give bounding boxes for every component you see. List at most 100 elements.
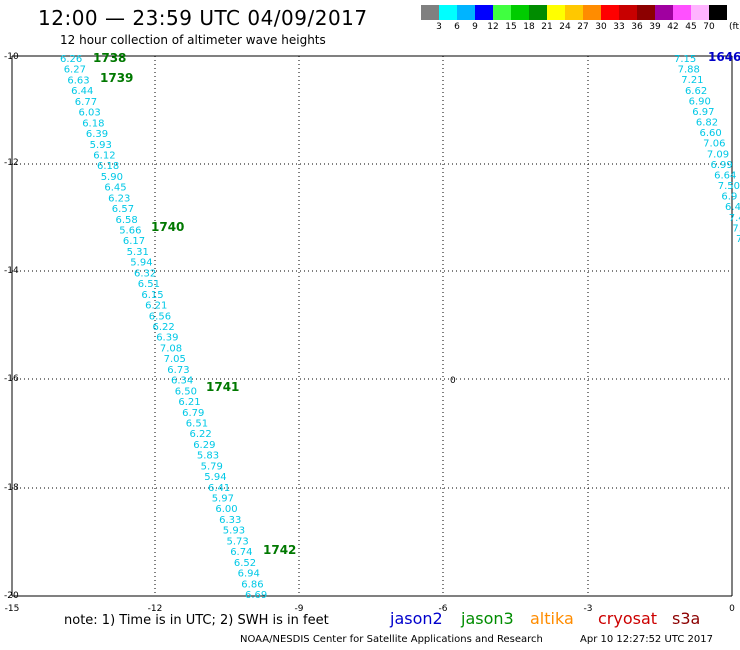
color-scale-tick: 18 <box>523 22 535 32</box>
color-swatch <box>457 5 475 20</box>
color-scale-tick: 9 <box>472 22 478 32</box>
wave-height-value: 6.18 <box>82 118 104 129</box>
pass-time-label: 1742 <box>263 543 296 557</box>
wave-height-value: 6.77 <box>75 97 97 108</box>
wave-height-value: 6.15 <box>141 290 163 301</box>
grid-lines <box>11 55 733 597</box>
island-mark: 0 <box>450 376 456 386</box>
wave-height-value: 6.97 <box>692 107 714 118</box>
wave-height-value: 6.4 <box>725 202 740 213</box>
wave-height-value: 6.23 <box>108 193 130 204</box>
y-tick-label: -16 <box>4 374 19 384</box>
color-scale-tick: 12 <box>487 22 499 32</box>
satellite-legend-jason2: jason2 <box>390 609 443 628</box>
y-tick-label: -20 <box>4 591 19 601</box>
color-swatch <box>637 5 655 20</box>
color-scale-tick: 15 <box>505 22 517 32</box>
color-scale-tick: 27 <box>577 22 589 32</box>
wave-height-value: 6.58 <box>116 215 138 226</box>
wave-height-value: 6.79 <box>182 408 204 419</box>
wave-height-value: 7.06 <box>703 139 725 150</box>
wave-height-value: 6.63 <box>67 75 89 86</box>
color-swatch <box>475 5 493 20</box>
wave-height-value: 6.18 <box>97 161 119 172</box>
wave-height-value: 6.21 <box>145 301 167 312</box>
y-tick-label: -18 <box>4 483 19 493</box>
wave-height-value: 5.31 <box>127 247 149 258</box>
x-tick-label: -15 <box>4 604 20 614</box>
color-scale-tick: 42 <box>667 22 679 32</box>
wave-height-value: 6.41 <box>208 483 230 494</box>
pass-time-label: 1739 <box>100 71 133 85</box>
x-tick-label: 0 <box>729 604 735 614</box>
wave-height-value: 6.27 <box>64 65 86 76</box>
color-swatch <box>691 5 709 20</box>
wave-height-value: 6.22 <box>153 322 175 333</box>
satellite-legend-altika: altika <box>530 609 574 628</box>
wave-height-value: 6.74 <box>230 547 252 558</box>
altimeter-tracks: 6.266.276.636.446.776.036.186.395.936.12… <box>60 50 740 601</box>
y-tick-label: -10 <box>4 52 19 62</box>
wave-height-value: 6.50 <box>175 386 197 397</box>
color-scale-tick: 6 <box>454 22 460 32</box>
satellite-legend-s3a: s3a <box>672 609 701 628</box>
color-swatch <box>439 5 457 20</box>
wave-height-value: 6.99 <box>710 160 732 171</box>
wave-height-value: 6.00 <box>215 504 237 515</box>
wave-height-value: 6.86 <box>241 579 263 590</box>
color-scale-tick: 36 <box>631 22 643 32</box>
wave-height-value: 5.94 <box>204 472 226 483</box>
wave-height-value: 6.33 <box>219 515 241 526</box>
map-title: 12:00 — 23:59 UTC 04/09/2017 <box>38 6 368 30</box>
wave-height-value: 6.45 <box>104 183 126 194</box>
pass-time-label: 1738 <box>93 51 126 65</box>
wave-height-value: 5.93 <box>223 526 245 537</box>
credit-footer: NOAA/NESDIS Center for Satellite Applica… <box>240 634 543 645</box>
wave-height-value: 7.21 <box>681 75 703 86</box>
color-scale-tick: 24 <box>559 22 571 32</box>
wave-height-value: 7.4 <box>729 213 740 224</box>
wave-height-value: 5.79 <box>201 461 223 472</box>
color-scale-tick: 30 <box>595 22 607 32</box>
wave-height-value: 6.44 <box>71 86 93 97</box>
color-swatch <box>601 5 619 20</box>
wave-height-value: 6.39 <box>86 129 108 140</box>
wave-height-value: 7.05 <box>164 354 186 365</box>
wave-height-value: 6.82 <box>696 118 718 129</box>
wave-height-value: 5.94 <box>130 258 152 269</box>
color-swatch <box>547 5 565 20</box>
wave-height-value: 7.08 <box>160 343 182 354</box>
color-swatch <box>493 5 511 20</box>
color-scale-tick: 21 <box>541 22 553 32</box>
wave-height-value: 7.15 <box>674 54 696 65</box>
wave-height-value: 6.51 <box>138 279 160 290</box>
wave-height-value: 6.64 <box>714 170 736 181</box>
wave-height-value: 6.51 <box>186 418 208 429</box>
color-scale-bar <box>421 5 727 20</box>
color-swatch <box>421 5 439 20</box>
wave-height-value: 6.56 <box>149 311 171 322</box>
wave-height-value: 7.50 <box>718 181 740 192</box>
color-swatch <box>619 5 637 20</box>
wave-height-value: 6.22 <box>190 429 212 440</box>
color-swatch <box>511 5 529 20</box>
wave-height-value: 6.12 <box>93 150 115 161</box>
color-scale-tick: 45 <box>685 22 697 32</box>
satellite-legend-jason3: jason3 <box>461 609 514 628</box>
wave-height-value: 6.94 <box>238 569 260 580</box>
pass-time-label: 1741 <box>206 380 239 394</box>
color-swatch <box>583 5 601 20</box>
wave-height-value: 5.97 <box>212 494 234 505</box>
x-tick-label: -9 <box>294 604 304 614</box>
wave-height-value: 5.93 <box>90 140 112 151</box>
y-tick-label: -12 <box>4 158 19 168</box>
color-swatch <box>655 5 673 20</box>
wave-height-value: 5.83 <box>197 451 219 462</box>
map-subtitle: 12 hour collection of altimeter wave hei… <box>60 33 326 47</box>
wave-height-value: 6.90 <box>689 96 711 107</box>
color-scale-tick: 33 <box>613 22 625 32</box>
wave-height-value: 6.62 <box>685 86 707 97</box>
units-note: note: 1) Time is in UTC; 2) SWH is in fe… <box>64 613 329 628</box>
